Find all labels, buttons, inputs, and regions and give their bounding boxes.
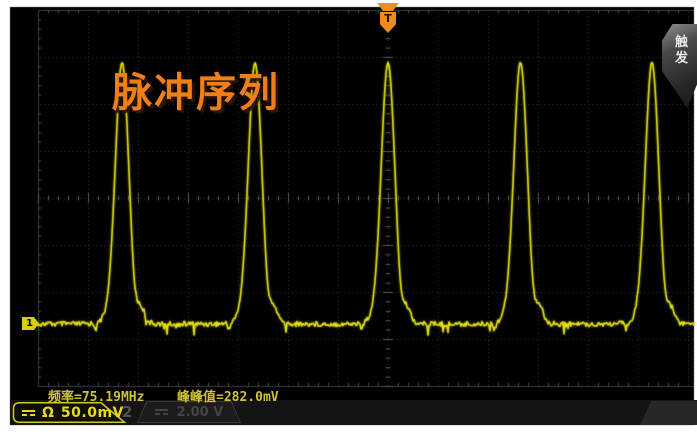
ch1-scale-value: 50.0mV — [60, 404, 124, 421]
measurement-peak-to-peak: 峰峰值=282.0mV — [177, 390, 279, 405]
measurement-frequency: 频率=75.19MHz — [48, 390, 145, 405]
trigger-panel-label: 触发 — [674, 35, 688, 66]
trigger-notch-icon — [377, 3, 399, 11]
ch2-dc-coupling-icon — [154, 409, 168, 415]
ch1-dc-coupling-icon — [22, 409, 35, 416]
channel2-tab[interactable]: 2.00 V — [137, 401, 241, 423]
channel2-number: 2 — [122, 403, 133, 421]
annotation-pulse-train: 脉冲序列 — [112, 70, 280, 116]
ch2-scale-value: 2.00 V — [176, 404, 224, 420]
ch1-impedance-symbol: Ω — [42, 404, 54, 421]
trigger-panel-tab[interactable]: 触发 — [662, 24, 697, 108]
channel1-tab-outline — [12, 402, 126, 423]
channel1-tab[interactable]: Ω 50.0mV — [12, 402, 126, 423]
trigger-t-icon: T — [380, 12, 396, 33]
bottom-status-bar: Ω 50.0mV 2 2.00 V — [10, 400, 697, 425]
bottom-bar-tab[interactable] — [640, 401, 697, 425]
channel1-ground-marker[interactable]: 1 — [22, 317, 39, 330]
trigger-position-marker[interactable]: T — [377, 3, 399, 33]
